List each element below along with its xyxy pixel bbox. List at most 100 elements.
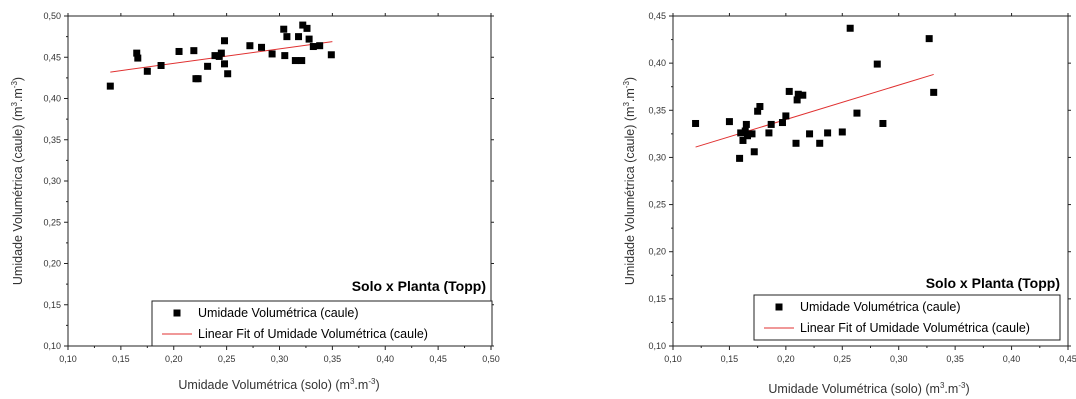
data-point	[291, 57, 299, 65]
data-point	[211, 52, 219, 60]
data-point	[309, 43, 317, 51]
x-tick-label: 0,30	[890, 354, 908, 364]
legend-label-points: Umidade Volumétrica (caule)	[198, 306, 359, 320]
data-point	[739, 136, 747, 144]
data-point	[299, 21, 307, 29]
data-point	[756, 103, 764, 111]
x-tick-label: 0,25	[834, 354, 852, 364]
x-tick-label: 0,40	[1003, 354, 1021, 364]
data-point	[925, 35, 933, 43]
x-tick-label: 0,50	[482, 354, 500, 364]
chart-panel-2: 0,10 0,15 0,20 0,25 0,30 0,35 0,40 0,45 0,10 0,15…	[622, 11, 1076, 396]
data-point	[824, 129, 832, 137]
legend-label-line: Linear Fit of Umidade Volumétrica (caule…	[800, 321, 1030, 335]
data-point	[316, 42, 324, 50]
y-tick-label: 0,50	[43, 11, 61, 21]
data-point	[742, 120, 750, 128]
legend-label-line: Linear Fit of Umidade Volumétrica (caule…	[198, 327, 428, 341]
x-tick-label: 0,45	[429, 354, 447, 364]
y-tick-label: 0,15	[648, 294, 666, 304]
y-tick-label: 0,40	[43, 94, 61, 104]
data-point	[143, 67, 151, 75]
data-point	[303, 24, 311, 32]
data-point	[692, 119, 700, 127]
data-point	[806, 130, 814, 138]
y-tick-label: 0,25	[43, 217, 61, 227]
data-point	[327, 51, 335, 59]
data-point	[767, 120, 775, 128]
y-tick-label: 0,45	[43, 52, 61, 62]
data-point	[224, 70, 232, 78]
data-point	[133, 49, 141, 57]
x-axis-label: Umidade Volumétrica (solo) (m3.m-3)	[178, 377, 379, 392]
x-axis-label: Umidade Volumétrica (solo) (m3.m-3)	[768, 381, 969, 396]
data-point	[298, 57, 306, 65]
x-tick-label: 0,15	[112, 354, 130, 364]
data-point	[930, 88, 938, 96]
data-point	[838, 128, 846, 136]
data-point	[281, 52, 289, 60]
data-point	[258, 43, 266, 51]
data-point	[741, 127, 749, 135]
x-tick-label: 0,45	[1059, 354, 1076, 364]
chart-annotation: Solo x Planta (Topp)	[352, 278, 486, 294]
x-tick-label: 0,35	[946, 354, 964, 364]
data-point	[246, 42, 254, 50]
data-point	[792, 139, 800, 147]
data-point	[816, 139, 824, 147]
y-tick-label: 0,10	[43, 341, 61, 351]
data-point	[737, 129, 745, 137]
chart-annotation: Solo x Planta (Topp)	[926, 275, 1060, 291]
data-point	[846, 24, 854, 32]
data-point	[280, 25, 288, 33]
linear-fit-line	[695, 73, 934, 148]
data-point	[175, 47, 183, 55]
y-tick-label: 0,20	[648, 247, 666, 257]
legend-marker-points	[173, 309, 181, 317]
x-tick-label: 0,25	[218, 354, 236, 364]
data-point	[778, 119, 786, 127]
data-point	[268, 50, 276, 58]
data-point	[743, 132, 751, 140]
y-tick-label: 0,30	[648, 152, 666, 162]
data-point	[799, 91, 807, 99]
data-point	[194, 75, 202, 83]
legend-box	[151, 300, 493, 347]
y-axis-label: Umidade Volumétrica (caule) (m3.m-3)	[10, 77, 25, 285]
y-tick-label: 0,10	[648, 341, 666, 351]
x-tick-label: 0,35	[324, 354, 342, 364]
data-point	[157, 62, 165, 69]
data-point	[748, 130, 756, 138]
data-point	[283, 33, 291, 41]
y-tick-label: 0,35	[648, 105, 666, 115]
data-point	[873, 60, 881, 68]
x-tick-label: 0,10	[664, 354, 682, 364]
data-point	[221, 60, 229, 68]
x-tick-label: 0,20	[777, 354, 795, 364]
data-point	[305, 35, 313, 43]
chart-panel-1: 0,10 0,15 0,20 0,25 0,30 0,35 0,40 0,45 0,50 0,10…	[10, 11, 500, 392]
y-tick-label: 0,30	[43, 176, 61, 186]
x-tick-label: 0,30	[271, 354, 289, 364]
data-point	[782, 112, 790, 120]
y-tick-label: 0,45	[648, 11, 666, 21]
y-tick-label: 0,25	[648, 200, 666, 210]
y-axis-label: Umidade Volumétrica (caule) (m3.m-3)	[622, 77, 637, 285]
data-point	[725, 118, 733, 126]
data-point	[765, 129, 773, 137]
x-tick-label: 0,20	[165, 354, 183, 364]
data-point	[785, 87, 793, 95]
data-point	[217, 49, 225, 57]
data-point	[190, 47, 198, 55]
data-point	[106, 82, 114, 90]
x-tick-label: 0,10	[59, 354, 77, 364]
data-point	[794, 90, 802, 98]
data-point	[736, 154, 744, 162]
legend-marker-points	[775, 303, 783, 311]
data-point	[134, 54, 142, 62]
data-point	[793, 96, 801, 104]
y-tick-label: 0,40	[648, 58, 666, 68]
y-tick-label: 0,35	[43, 135, 61, 145]
data-point	[879, 119, 887, 127]
